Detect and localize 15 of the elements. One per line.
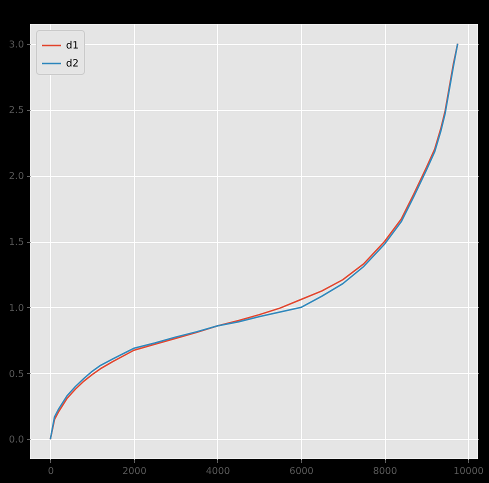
legend-label: d2 [66,58,79,70]
y-tick-label: 2.0 [8,171,24,182]
x-tick-label: 4000 [206,466,230,477]
x-tick-label: 10000 [453,466,484,477]
y-tick-label: 0.5 [8,368,24,380]
y-tick-label: 3.0 [8,39,24,50]
y-tick-label: 2.5 [8,105,24,116]
x-tick-label: 8000 [372,466,398,477]
x-tick-label: 2000 [122,466,146,477]
y-tick-label: 0.0 [8,434,24,446]
x-tick-label: 0 [48,466,54,477]
legend-label: d1 [66,40,79,52]
y-tick-label: 1.5 [8,237,24,248]
y-tick-label: 1.0 [8,302,24,314]
x-tick-label: 6000 [289,466,314,477]
